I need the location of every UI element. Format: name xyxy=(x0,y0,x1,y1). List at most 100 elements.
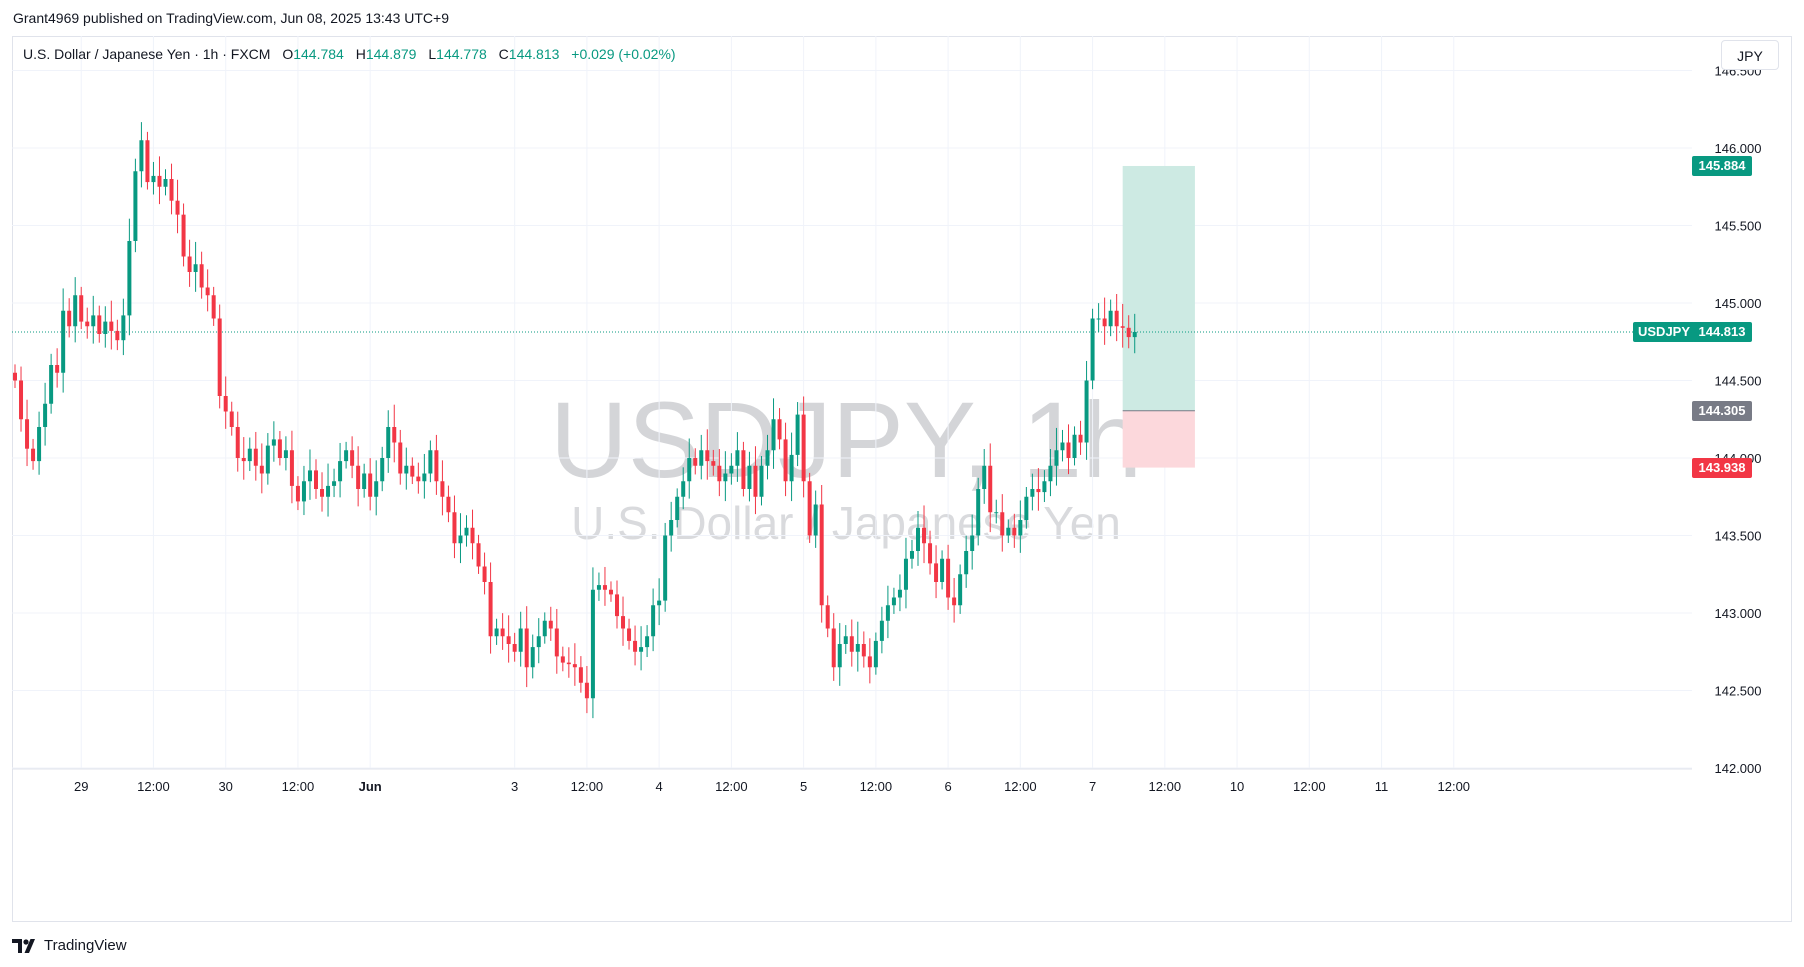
candle xyxy=(916,511,920,566)
time-tick-label: 6 xyxy=(944,779,951,794)
candle xyxy=(994,499,999,524)
candle xyxy=(819,484,824,623)
candle xyxy=(645,625,650,658)
candle xyxy=(1060,429,1065,462)
candle xyxy=(608,581,613,602)
candle xyxy=(897,574,902,612)
instrument-label[interactable]: U.S. Dollar / Japanese Yen · 1h · FXCM xyxy=(23,46,271,62)
candle xyxy=(970,514,975,570)
candle xyxy=(1018,500,1023,553)
candle-body xyxy=(837,644,842,668)
candle-body xyxy=(578,667,583,683)
candle-body xyxy=(934,563,939,582)
candle xyxy=(879,606,884,654)
candle xyxy=(548,606,553,641)
candle-body xyxy=(193,264,198,272)
candle xyxy=(729,453,734,485)
candle xyxy=(1030,473,1035,511)
candle xyxy=(223,376,228,429)
candle-body xyxy=(151,175,156,183)
currency-button[interactable]: JPY xyxy=(1721,40,1779,70)
candle-body xyxy=(657,600,662,606)
price-tick-label: 143.000 xyxy=(1715,606,1762,621)
candle-body xyxy=(639,647,644,652)
candle xyxy=(187,239,192,287)
candle xyxy=(247,437,252,472)
ohlc-legend: U.S. Dollar / Japanese Yen · 1h · FXCM O… xyxy=(23,43,676,65)
candle-body xyxy=(398,442,403,474)
candle xyxy=(241,437,246,480)
candle xyxy=(55,348,60,388)
candle xyxy=(602,566,607,606)
candle-body xyxy=(759,465,764,497)
candle-body xyxy=(476,543,481,567)
candle xyxy=(964,535,969,588)
candle xyxy=(1120,303,1125,348)
high-value: 144.879 xyxy=(365,46,417,62)
candle-body xyxy=(428,450,433,474)
candle-body xyxy=(145,140,150,183)
price-chart[interactable]: 146.500146.000145.500145.000144.500144.0… xyxy=(12,36,1792,922)
candle xyxy=(578,656,583,693)
candle xyxy=(37,411,42,475)
candle-body xyxy=(1126,327,1131,338)
candle xyxy=(193,241,198,292)
candle xyxy=(735,432,740,482)
time-tick-label: 12:00 xyxy=(282,779,315,794)
candle xyxy=(205,269,210,312)
candle-body xyxy=(536,636,541,648)
candle-body xyxy=(903,558,908,590)
time-tick-label: 10 xyxy=(1230,779,1244,794)
candle xyxy=(903,537,908,609)
candle-body xyxy=(928,543,933,564)
candle xyxy=(434,434,439,495)
candle-body xyxy=(970,535,975,551)
candle xyxy=(813,490,818,548)
candle xyxy=(506,615,511,663)
candle-body xyxy=(747,465,752,489)
candle-body xyxy=(169,179,174,201)
candle-body xyxy=(753,465,758,497)
candle xyxy=(476,534,481,574)
tradingview-logo[interactable]: TradingView xyxy=(12,935,127,957)
candle-body xyxy=(1006,527,1011,536)
candle-body xyxy=(801,414,806,482)
candle-body xyxy=(1072,434,1077,458)
time-tick-label: 30 xyxy=(218,779,232,794)
candle xyxy=(320,472,325,512)
candle-body xyxy=(67,310,72,327)
candle-body xyxy=(49,365,54,404)
open-label: O xyxy=(282,46,294,62)
candle-body xyxy=(687,458,692,482)
candle-body xyxy=(1084,380,1089,443)
candle-body xyxy=(97,315,102,334)
candle-body xyxy=(440,481,445,497)
price-tick-label: 142.500 xyxy=(1715,684,1762,699)
candle xyxy=(259,443,264,494)
candle xyxy=(229,401,234,436)
candle xyxy=(314,459,318,499)
candle-body xyxy=(416,476,421,482)
candle xyxy=(307,449,312,500)
price-tick-label: 143.500 xyxy=(1715,529,1762,544)
candle xyxy=(1078,420,1083,455)
candle xyxy=(801,396,806,498)
candle-body xyxy=(705,450,710,462)
candle-body xyxy=(283,450,288,458)
candle-body xyxy=(735,450,740,466)
candle-body xyxy=(332,481,337,486)
candle-body xyxy=(500,628,505,637)
close-label: C xyxy=(498,46,509,62)
candle-body xyxy=(187,256,192,272)
candle-body xyxy=(175,200,180,215)
price-tick-label: 144.500 xyxy=(1715,374,1762,389)
candle-body xyxy=(566,662,571,665)
candle xyxy=(621,596,626,646)
candle xyxy=(681,467,686,510)
candle xyxy=(374,460,379,516)
candle-body xyxy=(560,656,565,663)
candle xyxy=(43,382,48,446)
time-tick-label: 12:00 xyxy=(860,779,893,794)
candle-body xyxy=(946,558,951,598)
candle-body xyxy=(717,465,722,482)
